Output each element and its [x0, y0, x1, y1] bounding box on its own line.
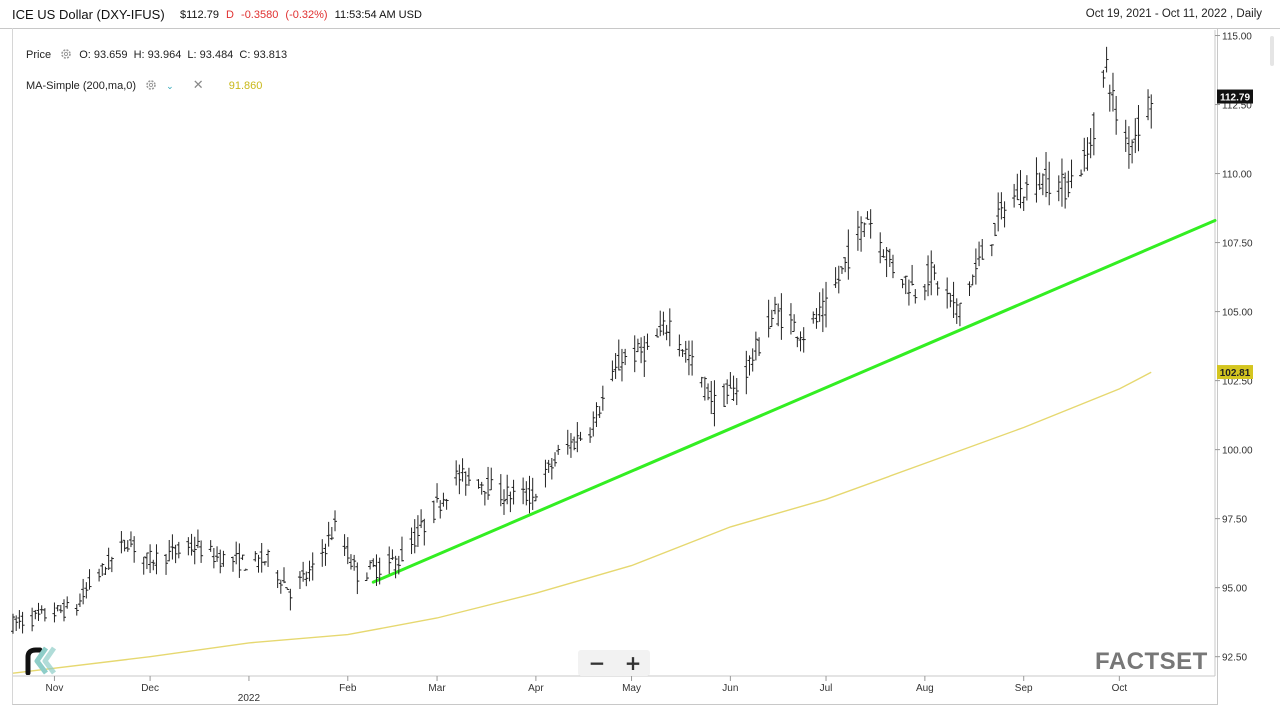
close-icon[interactable]: ✕	[192, 77, 204, 92]
trendline	[371, 218, 1217, 584]
x-tick-label: Sep	[1015, 683, 1033, 694]
x-tick-label: May	[622, 683, 641, 694]
y-tick-label: 100.00	[1222, 446, 1253, 457]
instrument-title[interactable]: ICE US Dollar (DXY-IFUS)	[12, 7, 165, 22]
delay-flag: D	[226, 9, 234, 21]
scrollbar-handle[interactable]	[1270, 36, 1274, 66]
chart-header: ICE US Dollar (DXY-IFUS) $112.79 D -0.35…	[0, 0, 1280, 29]
y-tick-label: 112.50	[1222, 101, 1252, 112]
x-tick-label: Mar	[428, 683, 446, 694]
rk-logo	[24, 645, 64, 680]
zoom-in-button[interactable]: +	[616, 650, 650, 676]
x-tick-label: Dec	[141, 683, 159, 694]
x-tick-label: Jun	[722, 683, 738, 694]
gear-icon[interactable]	[60, 48, 72, 60]
x-tick-label: Nov	[46, 683, 64, 694]
x-tick-label: Oct	[1112, 683, 1128, 694]
price-summary: $112.79 D -0.3580 (-0.32%) 11:53:54 AM U…	[180, 9, 426, 21]
ma-value: 91.860	[228, 80, 263, 92]
y-tick-label: 92.50	[1222, 653, 1247, 664]
ohlc-values: O: 93.659 H: 93.964 L: 93.484 C: 93.813	[79, 49, 288, 61]
y-tick-label: 107.50	[1222, 239, 1253, 250]
ma200-line	[12, 371, 1152, 674]
gear-icon[interactable]	[145, 79, 157, 91]
x-tick-label: Aug	[916, 683, 934, 694]
y-tick-label: 97.50	[1222, 515, 1247, 526]
factset-logo: FACTSET	[1095, 648, 1208, 675]
price-change-pct: (-0.32%)	[285, 9, 328, 21]
last-price-tag-bg	[1217, 89, 1253, 104]
x-tick-label: 2022	[238, 693, 261, 704]
price-change: -0.3580	[241, 9, 279, 21]
date-range[interactable]: Oct 19, 2021 - Oct 11, 2022 , Daily	[1085, 8, 1262, 20]
ma-value-tag-bg	[1217, 365, 1253, 380]
y-tick-label: 110.00	[1222, 170, 1252, 181]
price-legend-label: Price	[26, 49, 52, 61]
y-tick-label: 102.50	[1222, 377, 1253, 388]
x-tick-label: Jul	[820, 683, 833, 694]
last-price: $112.79	[180, 9, 219, 21]
ma-legend-label: MA-Simple (200,ma,0)	[26, 80, 137, 92]
last-price-tag: 112.79	[1220, 93, 1250, 104]
chevron-down-icon[interactable]: ⌄	[166, 81, 174, 91]
ma-value-tag: 102.81	[1220, 368, 1251, 379]
rk-logo-mark	[25, 646, 57, 676]
price-legend: Price O: 93.659 H: 93.964 L: 93.484 C: 9…	[26, 48, 287, 61]
quote-time: 11:53:54 AM USD	[334, 9, 422, 21]
y-tick-label: 105.00	[1222, 308, 1253, 319]
y-tick-label: 95.00	[1222, 584, 1247, 595]
x-tick-label: Apr	[528, 683, 544, 694]
x-tick-label: Feb	[339, 683, 357, 694]
y-tick-label: 115.00	[1222, 32, 1252, 43]
ma-legend: MA-Simple (200,ma,0) ⌄ ✕ 91.860	[26, 77, 262, 93]
zoom-out-button[interactable]: −	[580, 650, 614, 676]
zoom-controls: − +	[578, 650, 650, 676]
